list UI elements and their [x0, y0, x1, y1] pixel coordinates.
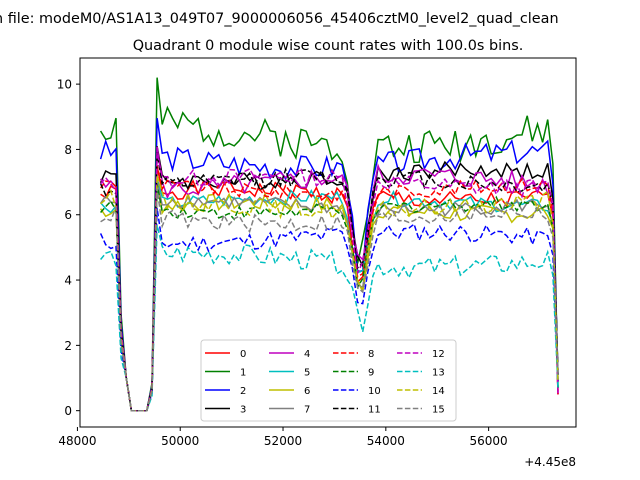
series-line-14 — [100, 175, 559, 412]
legend-label-11: 11 — [368, 405, 381, 416]
x-tick-label: 56000 — [470, 434, 508, 448]
x-axis-ticks: 48000 50000 52000 54000 56000 — [58, 427, 508, 448]
legend-label-12: 12 — [432, 349, 445, 360]
series-line-9 — [100, 184, 559, 412]
chart-title: Quadrant 0 module wise count rates with … — [133, 38, 524, 54]
legend-label-3: 3 — [240, 405, 246, 416]
y-axis-ticks: 0 2 4 6 8 10 — [57, 78, 80, 418]
axes-frame — [79, 57, 577, 428]
legend-box — [200, 339, 457, 422]
legend-label-13: 13 — [432, 368, 445, 379]
legend-label-14: 14 — [432, 386, 445, 397]
series-line-13 — [100, 225, 559, 412]
series-line-4 — [99, 146, 559, 412]
series-line-8 — [100, 164, 559, 412]
legend-label-5: 5 — [304, 368, 310, 379]
y-tick-label: 0 — [64, 404, 72, 418]
legend-label-15: 15 — [432, 405, 445, 416]
y-tick-label: 10 — [57, 78, 72, 92]
x-axis-offset-label: +4.45e8 — [524, 455, 576, 469]
series-line-0 — [100, 165, 559, 412]
legend-label-0: 0 — [240, 349, 246, 360]
legend-label-1: 1 — [240, 368, 246, 379]
series-line-12 — [100, 152, 559, 412]
x-tick-label: 50000 — [161, 434, 199, 448]
series-line-10 — [99, 208, 559, 412]
legend-label-6: 6 — [304, 386, 310, 397]
series-line-2 — [99, 117, 559, 412]
x-tick-label: 54000 — [367, 434, 405, 448]
series-layer — [99, 77, 559, 412]
series-line-15 — [100, 188, 559, 412]
legend-label-4: 4 — [304, 349, 310, 360]
legend-label-8: 8 — [368, 349, 374, 360]
y-tick-label: 4 — [64, 274, 72, 288]
legend-label-10: 10 — [368, 386, 381, 397]
legend-label-7: 7 — [304, 405, 310, 416]
y-tick-label: 6 — [64, 208, 72, 222]
x-tick-label: 48000 — [58, 434, 96, 448]
y-tick-label: 2 — [64, 339, 72, 353]
legend-label-9: 9 — [368, 368, 374, 379]
legend-label-2: 2 — [240, 386, 246, 397]
y-tick-label: 8 — [64, 143, 72, 157]
chart-supertitle: n file: modeM0/AS1A13_049T07_9000006056_… — [0, 11, 559, 27]
series-line-7 — [99, 181, 559, 412]
x-tick-label: 52000 — [264, 434, 302, 448]
series-line-1 — [99, 77, 559, 412]
